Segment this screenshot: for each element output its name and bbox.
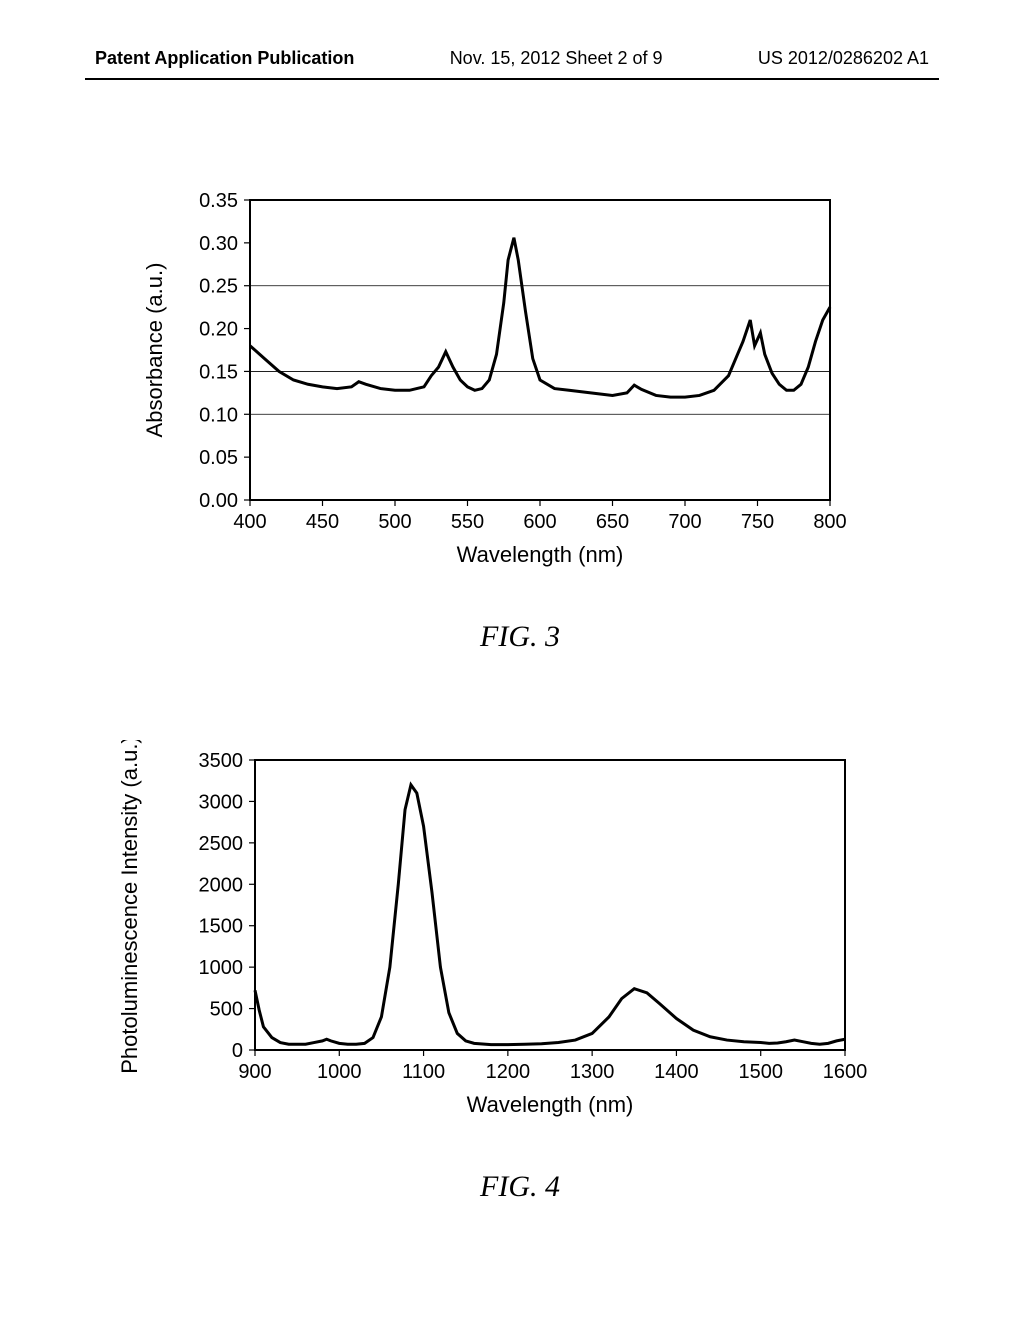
svg-text:1600: 1600 [823,1061,868,1083]
svg-text:Wavelength (nm): Wavelength (nm) [457,542,624,567]
svg-text:1000: 1000 [317,1061,362,1083]
figure-4-caption: FIG. 4 [420,1170,620,1204]
svg-text:1200: 1200 [486,1061,531,1083]
header-rule [85,78,939,80]
figure-3-chart: 400 450 500 550 600 650 700 750 800 0.00 0.05 0.10 0… [140,180,860,585]
svg-text:Wavelength (nm): Wavelength (nm) [467,1092,634,1117]
page-header: Patent Application Publication Nov. 15, … [95,48,929,69]
svg-text:1500: 1500 [199,916,244,938]
svg-text:0.25: 0.25 [199,276,238,298]
header-center: Nov. 15, 2012 Sheet 2 of 9 [450,48,663,69]
svg-text:0.00: 0.00 [199,490,238,512]
svg-text:Photoluminescence Intensity (a: Photoluminescence Intensity (a.u.) [117,740,142,1074]
svg-text:0.35: 0.35 [199,190,238,212]
figure-3-caption: FIG. 3 [420,620,620,654]
svg-text:700: 700 [668,511,701,533]
header-right: US 2012/0286202 A1 [758,48,929,69]
svg-text:1000: 1000 [199,957,244,979]
svg-text:550: 550 [451,511,484,533]
svg-text:900: 900 [238,1061,271,1083]
svg-text:600: 600 [523,511,556,533]
svg-text:0.15: 0.15 [199,361,238,383]
figure-4-chart: 900 1000 1100 1200 1300 1400 1500 1600 0 500 1000 1… [115,740,875,1135]
svg-text:3000: 3000 [199,791,244,813]
svg-text:1400: 1400 [654,1061,699,1083]
svg-text:1100: 1100 [402,1061,445,1083]
svg-text:500: 500 [210,999,243,1021]
svg-text:0.10: 0.10 [199,404,238,426]
svg-text:500: 500 [378,511,411,533]
svg-text:650: 650 [596,511,629,533]
header-left: Patent Application Publication [95,48,354,69]
svg-text:1300: 1300 [570,1061,615,1083]
svg-text:750: 750 [741,511,774,533]
svg-text:3500: 3500 [199,750,244,772]
svg-text:2000: 2000 [199,874,244,896]
svg-text:0.30: 0.30 [199,233,238,255]
svg-text:0.05: 0.05 [199,447,238,469]
svg-text:450: 450 [306,511,339,533]
svg-text:800: 800 [813,511,846,533]
svg-text:400: 400 [233,511,266,533]
svg-text:0.20: 0.20 [199,319,238,341]
svg-text:Absorbance (a.u.): Absorbance (a.u.) [142,263,167,438]
svg-text:0: 0 [232,1040,243,1062]
svg-text:2500: 2500 [199,833,244,855]
svg-text:1500: 1500 [738,1061,783,1083]
